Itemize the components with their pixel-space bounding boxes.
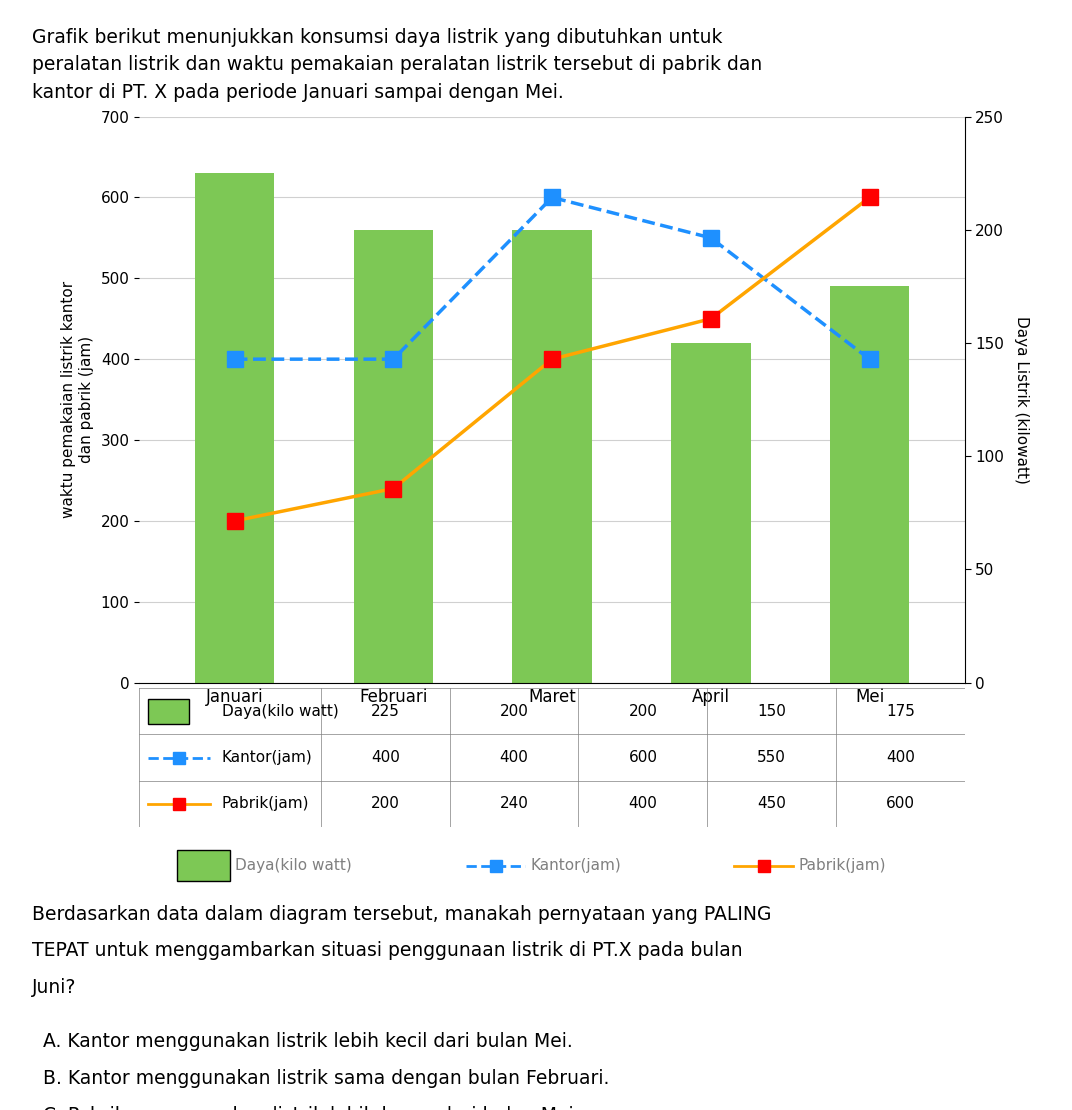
Text: 450: 450 [757,796,786,811]
Bar [354,230,433,683]
Text: Daya(kilo watt): Daya(kilo watt) [222,704,339,719]
Text: 200: 200 [628,704,657,719]
Text: C. Pabrik menggunakan listrik lebih besar dari bulan Mei.: C. Pabrik menggunakan listrik lebih besa… [43,1106,579,1110]
Text: Kantor(jam): Kantor(jam) [531,858,622,874]
Text: 200: 200 [500,704,528,719]
Text: 400: 400 [628,796,657,811]
Text: 225: 225 [371,704,400,719]
Text: A. Kantor menggunakan listrik lebih kecil dari bulan Mei.: A. Kantor menggunakan listrik lebih keci… [43,1032,572,1051]
Text: 600: 600 [885,796,914,811]
Text: 600: 600 [628,750,657,765]
Text: 400: 400 [371,750,400,765]
Text: 400: 400 [885,750,914,765]
Text: 550: 550 [757,750,786,765]
Text: kantor di PT. X pada periode Januari sampai dengan Mei.: kantor di PT. X pada periode Januari sam… [32,83,564,102]
Text: Daya(kilo watt): Daya(kilo watt) [235,858,352,874]
FancyBboxPatch shape [148,698,189,724]
Bar [671,343,750,683]
Text: 175: 175 [885,704,914,719]
Text: peralatan listrik dan waktu pemakaian peralatan listrik tersebut di pabrik dan: peralatan listrik dan waktu pemakaian pe… [32,56,762,74]
Text: Pabrik(jam): Pabrik(jam) [222,796,310,811]
FancyBboxPatch shape [177,850,230,881]
Y-axis label: waktu pemakaian listrik kantor
dan pabrik (jam): waktu pemakaian listrik kantor dan pabri… [61,281,93,518]
Y-axis label: Daya Listrik (kilowatt): Daya Listrik (kilowatt) [1014,315,1029,484]
Text: 200: 200 [371,796,400,811]
Bar [830,286,909,683]
Text: Juni?: Juni? [32,978,76,997]
Text: Pabrik(jam): Pabrik(jam) [799,858,887,874]
Text: 400: 400 [500,750,528,765]
Text: 240: 240 [500,796,528,811]
Text: B. Kantor menggunakan listrik sama dengan bulan Februari.: B. Kantor menggunakan listrik sama denga… [43,1069,609,1088]
Text: 150: 150 [757,704,786,719]
Text: Kantor(jam): Kantor(jam) [222,750,313,765]
Bar [512,230,592,683]
Bar [195,173,274,683]
Text: TEPAT untuk menggambarkan situasi penggunaan listrik di PT.X pada bulan: TEPAT untuk menggambarkan situasi penggu… [32,941,743,960]
Text: Grafik berikut menunjukkan konsumsi daya listrik yang dibutuhkan untuk: Grafik berikut menunjukkan konsumsi daya… [32,28,723,47]
Text: Berdasarkan data dalam diagram tersebut, manakah pernyataan yang PALING: Berdasarkan data dalam diagram tersebut,… [32,905,772,924]
